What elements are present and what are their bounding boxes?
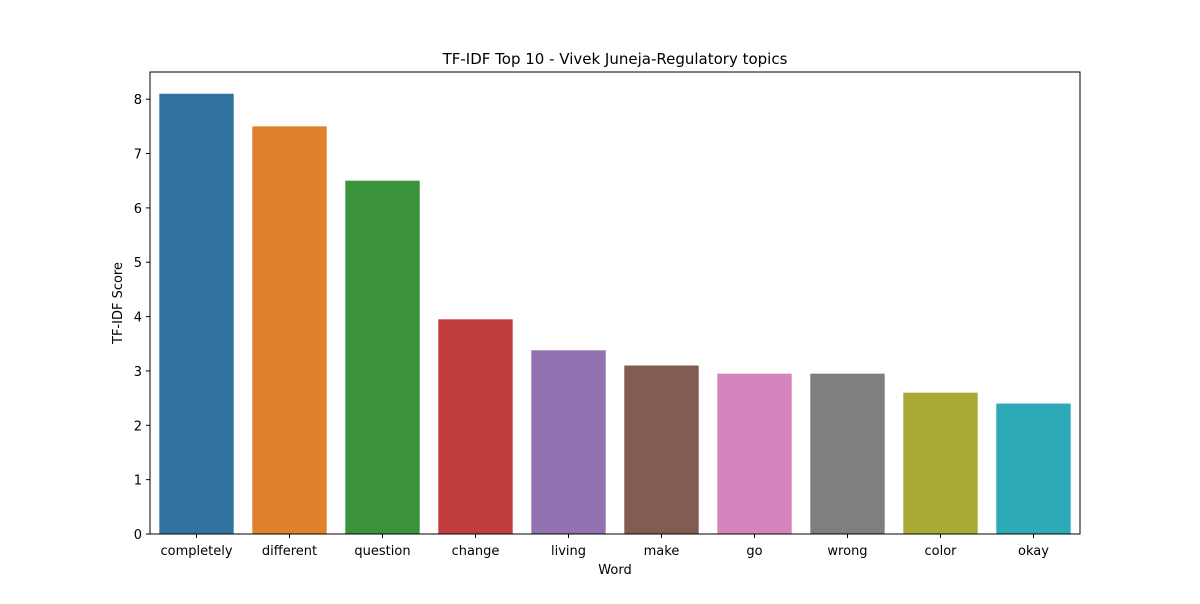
bar-change — [438, 319, 513, 534]
bar-go — [717, 373, 792, 534]
y-tick-label: 3 — [134, 365, 142, 380]
x-tick-label: living — [551, 544, 586, 559]
y-axis: 0 1 2 3 4 5 6 7 8 — [134, 93, 150, 543]
x-tick-label: question — [354, 544, 410, 559]
bar-living — [531, 350, 606, 534]
bar-okay — [996, 403, 1071, 534]
plot-area-frame — [149, 71, 1081, 535]
bar-wrong — [810, 373, 885, 534]
y-tick-label: 7 — [134, 148, 142, 163]
x-tick-label: okay — [1018, 544, 1049, 559]
x-tick-label: change — [452, 544, 500, 559]
bar-question — [345, 180, 420, 535]
x-tick-label: make — [644, 544, 680, 559]
y-tick-label: 1 — [134, 474, 142, 489]
y-tick-label: 4 — [134, 311, 142, 326]
bar-different — [252, 126, 327, 535]
x-axis: completely different question change living m… — [160, 534, 1049, 559]
y-axis-label: TF-IDF Score — [111, 262, 126, 345]
y-tick-label: 6 — [134, 202, 142, 217]
x-tick-label: completely — [160, 544, 232, 559]
chart-title: TF-IDF Top 10 - Vivek Juneja-Regulatory … — [442, 50, 788, 68]
x-axis-label: Word — [598, 563, 631, 578]
y-tick-label: 5 — [134, 256, 142, 271]
y-tick-label: 8 — [134, 93, 142, 108]
x-tick-label: different — [262, 544, 317, 559]
x-tick-label: color — [924, 544, 957, 559]
y-tick-label: 0 — [134, 528, 142, 543]
y-tick-label: 2 — [134, 419, 142, 434]
bars-layer — [159, 93, 1071, 535]
bar-color — [903, 392, 978, 534]
x-tick-label: wrong — [827, 544, 867, 559]
bar-make — [624, 365, 699, 534]
x-tick-label: go — [746, 544, 762, 559]
bar-completely — [159, 93, 234, 534]
